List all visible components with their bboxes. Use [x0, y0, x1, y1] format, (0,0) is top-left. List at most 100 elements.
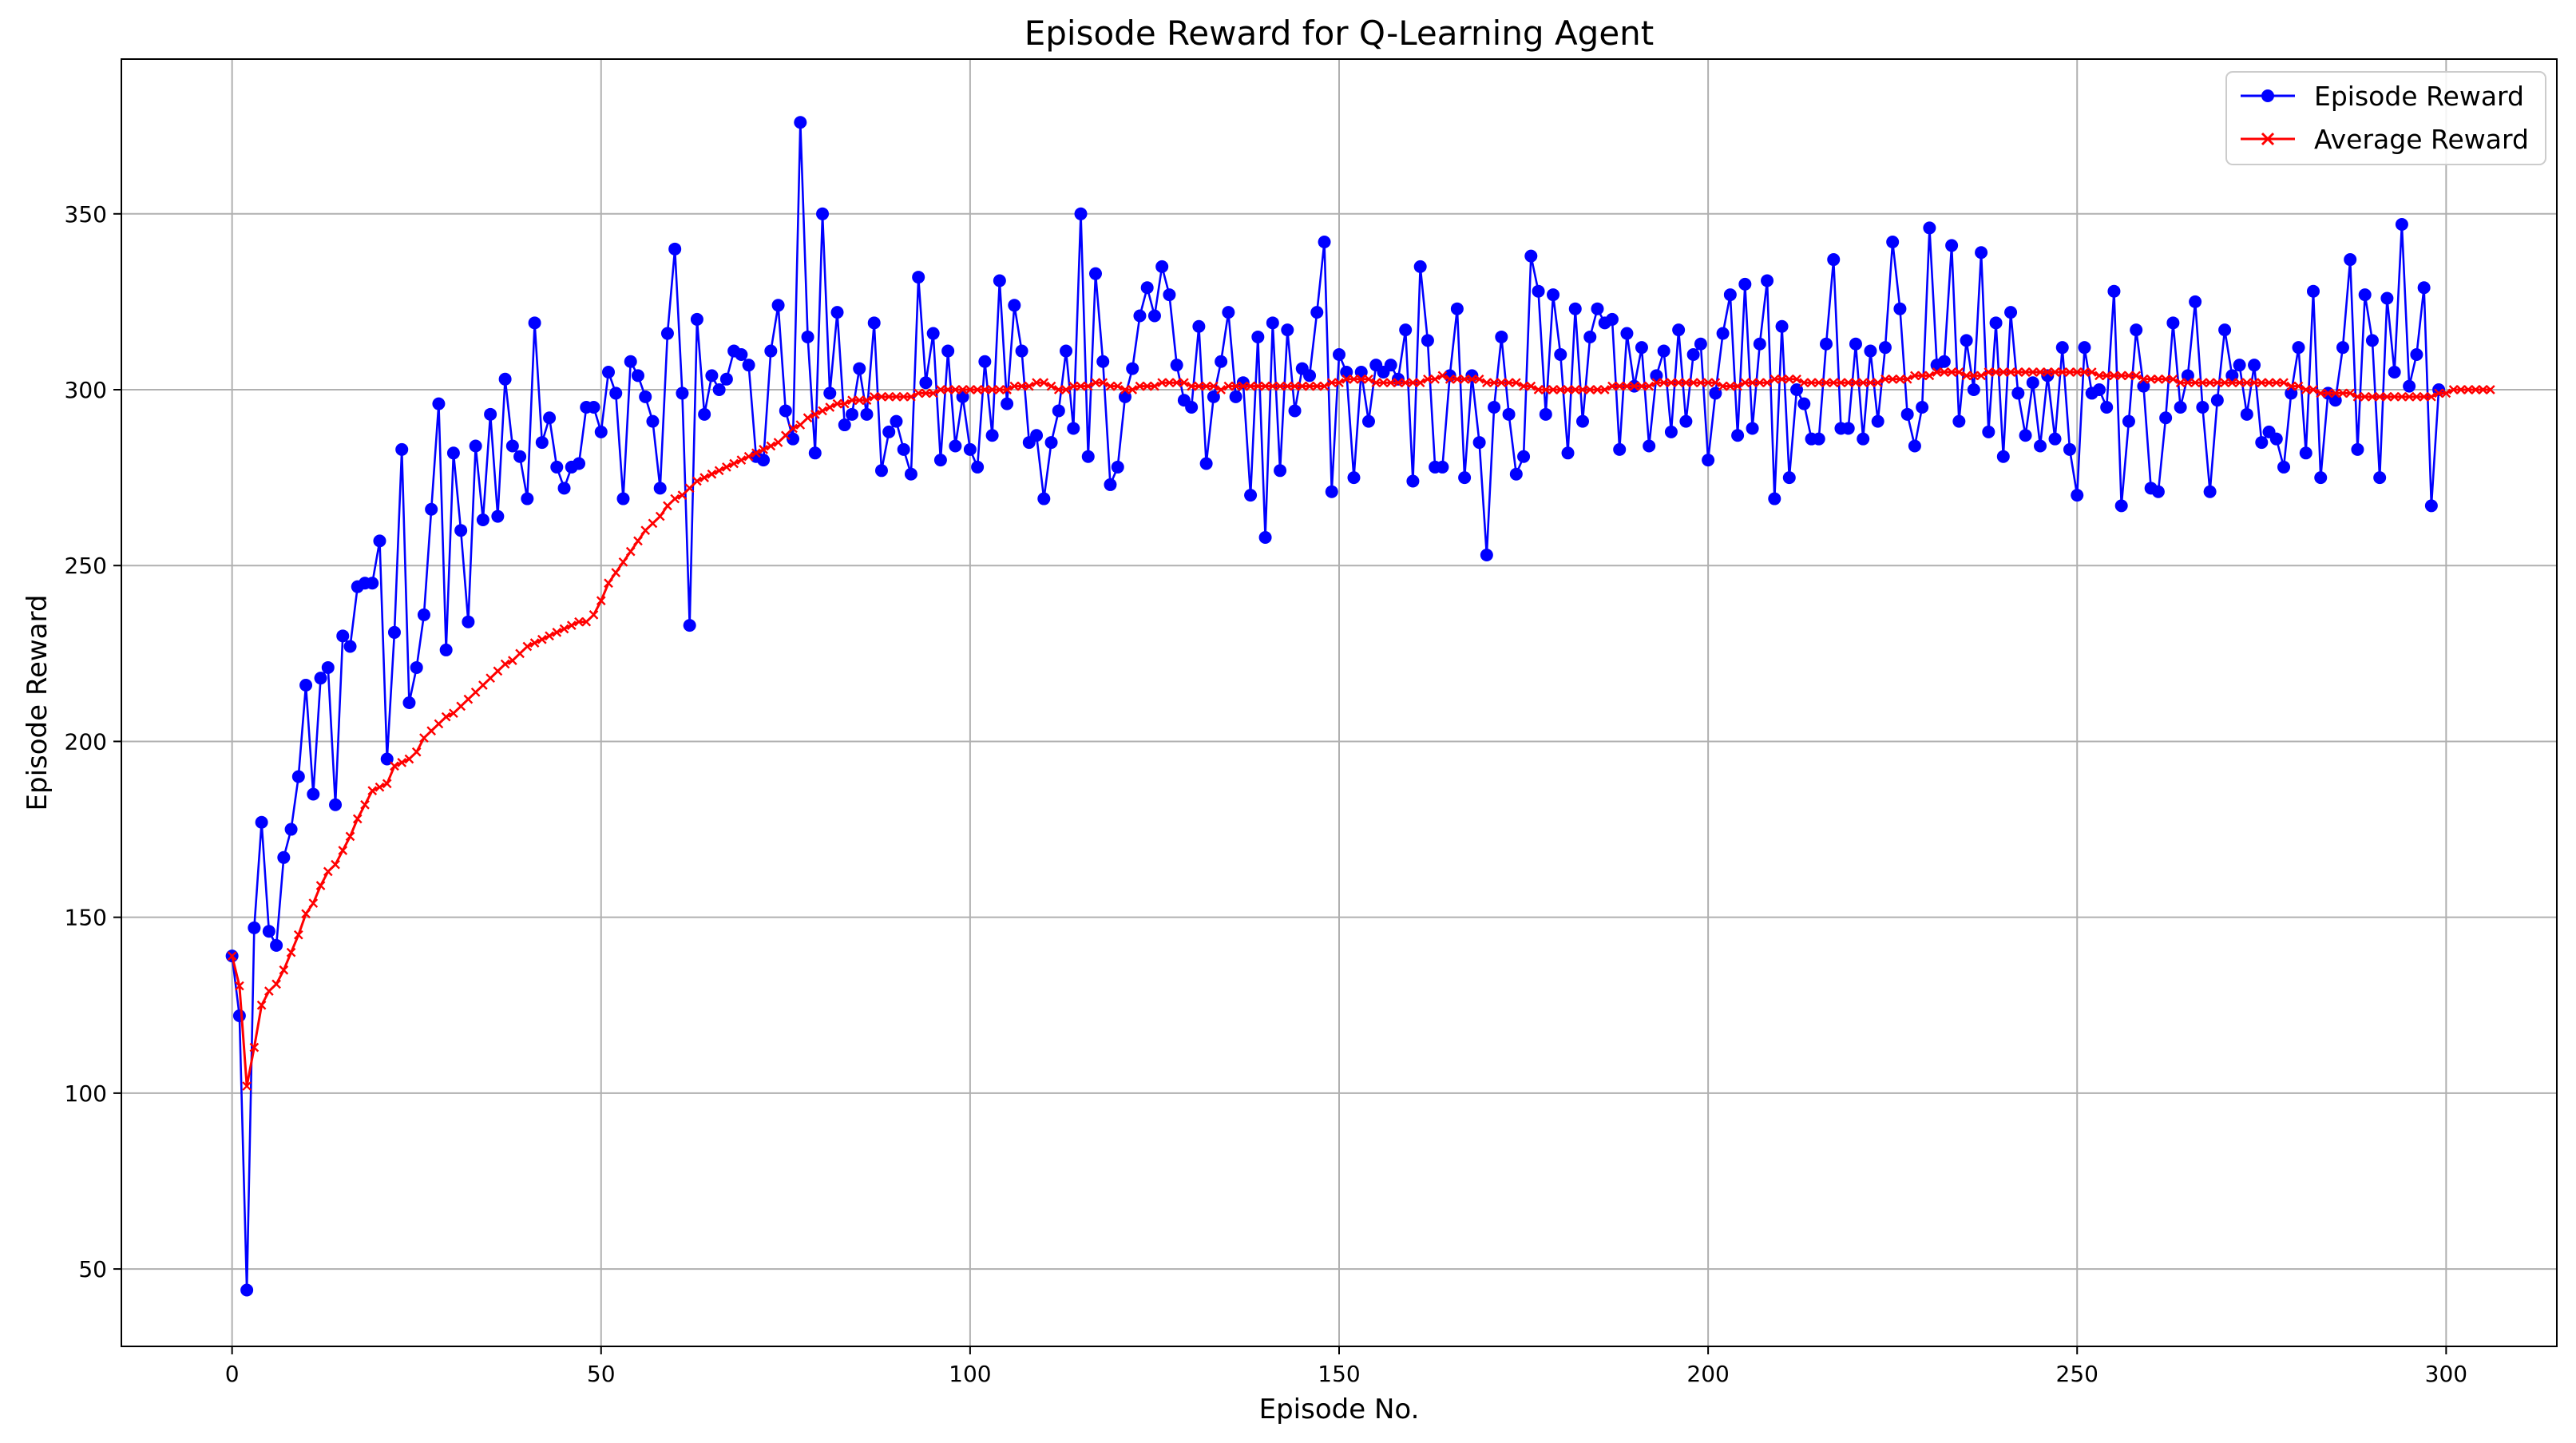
- data-point-average-reward: [1880, 374, 1890, 384]
- data-point-average-reward: [1253, 381, 1263, 391]
- data-point-average-reward: [2345, 388, 2356, 398]
- data-point-episode-reward: [2063, 442, 2076, 456]
- data-point-average-reward: [1976, 371, 1986, 381]
- data-point-average-reward: [1659, 378, 1669, 388]
- data-point-episode-reward: [1864, 344, 1877, 358]
- data-point-average-reward: [1858, 378, 1869, 388]
- data-point-episode-reward: [2351, 442, 2364, 456]
- data-point-episode-reward: [2004, 306, 2018, 319]
- data-point-average-reward: [1813, 378, 1824, 388]
- data-point-average-reward: [2293, 381, 2304, 391]
- data-point-episode-reward: [262, 925, 275, 938]
- data-point-episode-reward: [1937, 355, 1951, 368]
- y-axis-title: Episode Reward: [22, 595, 54, 811]
- data-point-episode-reward: [978, 355, 992, 368]
- data-point-average-reward: [1599, 385, 1610, 394]
- data-point-average-reward: [1017, 381, 1027, 391]
- data-point-average-reward: [1843, 378, 1853, 388]
- data-point-episode-reward: [1001, 397, 1014, 410]
- y-tick-label: 50: [78, 1256, 107, 1282]
- data-point-episode-reward: [1052, 404, 1065, 418]
- data-point-episode-reward: [299, 678, 313, 692]
- data-point-episode-reward: [1709, 387, 1722, 400]
- data-point-average-reward: [522, 641, 533, 652]
- data-point-episode-reward: [2071, 489, 2084, 502]
- data-point-episode-reward: [653, 482, 667, 495]
- data-point-average-reward: [2397, 391, 2407, 402]
- data-point-episode-reward: [602, 365, 615, 379]
- data-point-average-reward: [611, 568, 621, 577]
- data-point-average-reward: [1267, 381, 1278, 391]
- data-point-average-reward: [736, 455, 747, 465]
- data-point-episode-reward: [2307, 284, 2320, 298]
- data-point-average-reward: [2360, 391, 2370, 402]
- data-point-average-reward: [780, 430, 791, 441]
- data-point-average-reward: [1127, 385, 1138, 394]
- data-point-episode-reward: [912, 271, 925, 284]
- data-point-episode-reward: [1679, 414, 1693, 428]
- data-point-average-reward: [1437, 371, 1448, 381]
- data-point-episode-reward: [1281, 323, 1294, 337]
- data-point-average-reward: [470, 687, 481, 697]
- data-point-average-reward: [1223, 381, 1234, 391]
- data-point-episode-reward: [1333, 347, 1345, 361]
- data-point-average-reward: [936, 385, 945, 394]
- data-point-average-reward: [2079, 367, 2090, 377]
- data-point-episode-reward: [787, 432, 800, 446]
- data-point-average-reward: [1770, 374, 1780, 384]
- data-point-episode-reward: [1716, 327, 1730, 340]
- data-point-average-reward: [692, 476, 702, 486]
- data-point-average-reward: [1674, 378, 1683, 388]
- data-point-episode-reward: [373, 534, 386, 548]
- data-point-episode-reward: [1421, 334, 1434, 347]
- data-point-average-reward: [1622, 381, 1632, 391]
- data-point-episode-reward: [1199, 457, 1213, 470]
- data-point-average-reward: [1703, 378, 1713, 388]
- data-point-episode-reward: [846, 407, 858, 421]
- data-point-episode-reward: [1258, 530, 1272, 544]
- data-point-episode-reward: [1916, 401, 1929, 414]
- data-point-average-reward: [2375, 391, 2385, 402]
- data-point-episode-reward: [742, 359, 755, 372]
- data-point-average-reward: [633, 536, 643, 546]
- y-tick-label: 200: [65, 728, 107, 755]
- data-point-episode-reward: [1967, 383, 1980, 397]
- data-point-episode-reward: [1207, 390, 1220, 403]
- data-point-average-reward: [1305, 381, 1314, 391]
- data-point-average-reward: [1519, 381, 1528, 391]
- data-point-average-reward: [1806, 378, 1817, 388]
- data-point-average-reward: [2368, 391, 2377, 402]
- legend-label-episode-reward: Episode Reward: [2314, 81, 2524, 112]
- data-point-average-reward: [1415, 378, 1425, 388]
- x-tick-label: 100: [949, 1361, 991, 1387]
- data-point-average-reward: [1378, 378, 1389, 388]
- data-point-average-reward: [2205, 378, 2215, 388]
- data-point-average-reward: [1194, 381, 1204, 391]
- data-point-average-reward: [1681, 378, 1691, 388]
- data-point-episode-reward: [1576, 414, 1589, 428]
- data-point-episode-reward: [528, 316, 541, 330]
- data-point-average-reward: [1799, 378, 1809, 388]
- data-point-average-reward: [2456, 385, 2466, 394]
- data-point-episode-reward: [1635, 341, 1648, 355]
- data-point-average-reward: [1924, 371, 1935, 381]
- data-point-average-reward: [1009, 381, 1020, 391]
- data-point-episode-reward: [1310, 306, 1324, 319]
- data-point-average-reward: [1201, 381, 1211, 391]
- data-point-average-reward: [2412, 391, 2422, 402]
- legend-box: [2225, 71, 2546, 165]
- data-point-average-reward: [1002, 385, 1012, 394]
- data-point-average-reward: [1157, 378, 1167, 388]
- data-point-average-reward: [449, 708, 458, 719]
- data-point-average-reward: [2213, 378, 2222, 388]
- data-point-average-reward: [323, 866, 333, 877]
- data-point-episode-reward: [240, 1283, 254, 1297]
- data-point-episode-reward: [904, 467, 917, 481]
- data-point-average-reward: [1164, 378, 1175, 388]
- data-point-episode-reward: [1686, 347, 1700, 361]
- data-point-episode-reward: [1074, 207, 1088, 220]
- data-point-average-reward: [1570, 385, 1580, 394]
- data-point-episode-reward: [1568, 302, 1582, 315]
